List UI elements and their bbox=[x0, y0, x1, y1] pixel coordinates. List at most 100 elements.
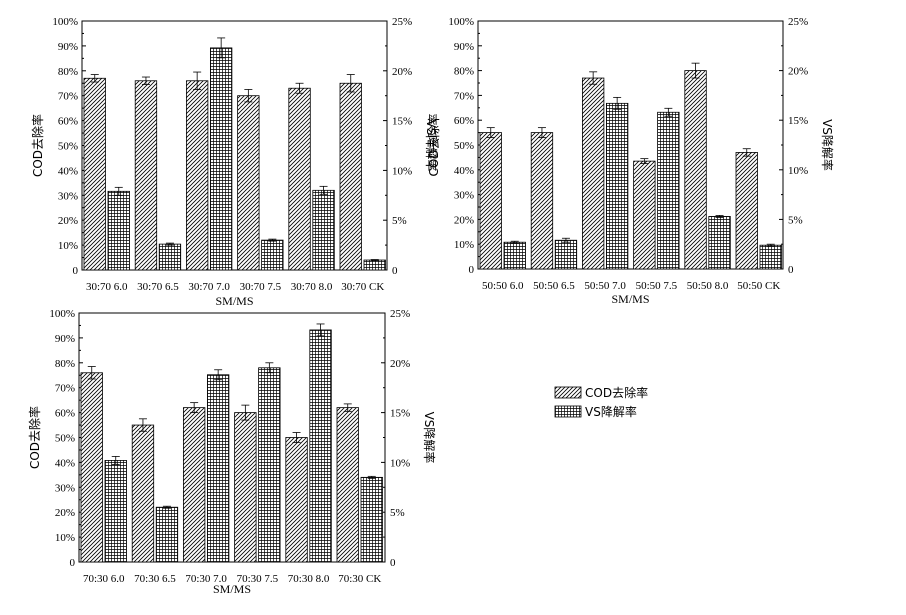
x-tick-label: 70:30 6.0 bbox=[83, 573, 125, 585]
bar-vs bbox=[107, 190, 130, 271]
bar-cod bbox=[479, 132, 502, 270]
y-tick-label: 60% bbox=[454, 115, 474, 127]
y-tick-label: 60% bbox=[55, 408, 75, 420]
y2-tick-label: 10% bbox=[392, 165, 412, 177]
bar-vs bbox=[261, 239, 284, 271]
y2-tick-label: 20% bbox=[392, 66, 412, 78]
y2-tick-label: 5% bbox=[390, 507, 405, 519]
y2-axis-label: VS降解率 bbox=[422, 412, 437, 464]
x-tick-label: 70:30 6.5 bbox=[134, 573, 176, 585]
x-tick-label: 70:30 7.5 bbox=[237, 573, 279, 585]
bar-vs bbox=[708, 216, 731, 270]
bar-vs bbox=[606, 102, 629, 270]
y-tick-label: 90% bbox=[58, 41, 78, 53]
chart-panel-2: 0 10% 20% 30% 40% 50% 60% 70% 80% 90% 100% 0 5% 10% 15… bbox=[426, 16, 835, 306]
bar-vs bbox=[503, 241, 526, 270]
chart-panel-3: 0 10% 20% 30% 40% 50% 60% 70% 80% 90% 100% 0 5% 10% 15… bbox=[27, 308, 437, 596]
y2-tick-label: 25% bbox=[390, 308, 410, 320]
bar-cod bbox=[735, 152, 758, 270]
y2-tick-label: 5% bbox=[392, 215, 407, 227]
x-axis-label: SM/MS bbox=[213, 582, 251, 596]
x-tick-label: 70:30 CK bbox=[338, 573, 381, 585]
x-tick-label: 50:50 7.5 bbox=[636, 280, 678, 292]
y2-tick-label: 15% bbox=[392, 116, 412, 128]
bar-cod bbox=[339, 82, 362, 271]
bar-cod bbox=[582, 77, 605, 270]
y-tick-label: 0 bbox=[469, 264, 475, 276]
y-tick-label: 50% bbox=[55, 433, 75, 445]
x-tick-label: 50:50 6.0 bbox=[482, 280, 524, 292]
x-tick-label: 50:50 6.5 bbox=[533, 280, 575, 292]
bar-cod bbox=[530, 132, 554, 270]
y2-axis-label: VS降解率 bbox=[820, 119, 835, 171]
y-tick-label: 100% bbox=[52, 16, 78, 28]
y2-tick-label: 15% bbox=[788, 115, 808, 127]
y-tick-label: 50% bbox=[58, 141, 78, 153]
bar-vs bbox=[363, 259, 386, 271]
y-tick-label: 40% bbox=[454, 165, 474, 177]
y-tick-label: 70% bbox=[58, 91, 78, 103]
bar-cod bbox=[185, 80, 209, 271]
legend-label-1: COD去除率 bbox=[585, 385, 648, 400]
y2-tick-label: 20% bbox=[788, 66, 808, 78]
legend-swatch-2 bbox=[554, 405, 582, 418]
x-tick-label: 50:50 8.0 bbox=[687, 280, 729, 292]
bar-cod bbox=[633, 160, 656, 270]
bar-cod bbox=[237, 95, 260, 271]
y-tick-label: 80% bbox=[58, 66, 78, 78]
y2-tick-label: 10% bbox=[390, 457, 410, 469]
x-tick-label: 50:50 7.0 bbox=[584, 280, 626, 292]
y-tick-label: 60% bbox=[58, 116, 78, 128]
y-tick-label: 0 bbox=[70, 557, 76, 569]
y-axis-label: COD去除率 bbox=[27, 406, 42, 469]
y-tick-label: 10% bbox=[454, 239, 474, 251]
bar-vs bbox=[206, 374, 230, 563]
bar-cod bbox=[234, 412, 257, 563]
x-tick-label: 30:70 7.0 bbox=[188, 281, 230, 293]
x-tick-label: 50:50 CK bbox=[737, 280, 780, 292]
y-axis-label: COD去除率 bbox=[426, 113, 441, 176]
bar-vs bbox=[657, 111, 680, 270]
x-tick-label: 70:30 8.0 bbox=[288, 573, 330, 585]
y2-tick-label: 25% bbox=[392, 16, 412, 28]
bar-vs bbox=[158, 243, 182, 271]
y2-tick-label: 20% bbox=[390, 358, 410, 370]
y2-tick-label: 0 bbox=[392, 265, 398, 277]
y-tick-label: 30% bbox=[55, 482, 75, 494]
y-tick-label: 30% bbox=[58, 190, 78, 202]
charts-layer: 0 10% 20% 30% 40% 50% 60% 70% 80% 90% 100% 0 5% 10% 15… bbox=[27, 16, 835, 596]
bar-cod bbox=[285, 437, 308, 563]
y2-tick-label: 10% bbox=[788, 165, 808, 177]
bar-cod bbox=[83, 77, 106, 271]
y2-tick-label: 5% bbox=[788, 214, 803, 226]
y-tick-label: 80% bbox=[55, 358, 75, 370]
y-tick-label: 70% bbox=[55, 383, 75, 395]
y-tick-label: 70% bbox=[454, 90, 474, 102]
bar-cod bbox=[684, 70, 707, 270]
x-tick-label: 30:70 7.5 bbox=[240, 281, 282, 293]
bar-vs bbox=[360, 476, 383, 563]
y-tick-label: 40% bbox=[58, 165, 78, 177]
y-tick-label: 90% bbox=[55, 333, 75, 345]
y2-axis-label: VS降解率 bbox=[424, 120, 439, 172]
y-tick-label: 100% bbox=[49, 308, 75, 320]
x-tick-label: 30:70 CK bbox=[341, 281, 384, 293]
y-tick-label: 90% bbox=[454, 41, 474, 53]
y-tick-label: 100% bbox=[448, 16, 474, 28]
y2-tick-label: 25% bbox=[788, 16, 808, 28]
chart-panel-1: 0 10% 20% 30% 40% 50% 60% 70% 80% 90% 100% 0 5% 10% 15… bbox=[30, 16, 439, 308]
x-tick-label: 70:30 7.0 bbox=[185, 573, 227, 585]
bar-cod bbox=[134, 80, 158, 271]
y-tick-label: 20% bbox=[454, 214, 474, 226]
legend-swatch-1 bbox=[554, 386, 582, 399]
y2-tick-label: 0 bbox=[390, 557, 396, 569]
bar-vs bbox=[155, 506, 179, 563]
bar-vs bbox=[309, 329, 332, 563]
y-axis-label: COD去除率 bbox=[30, 114, 45, 177]
x-tick-label: 30:70 6.0 bbox=[86, 281, 128, 293]
bar-vs bbox=[759, 244, 782, 270]
bar-cod bbox=[80, 372, 103, 563]
y2-tick-label: 0 bbox=[788, 264, 794, 276]
x-tick-label: 30:70 8.0 bbox=[291, 281, 333, 293]
